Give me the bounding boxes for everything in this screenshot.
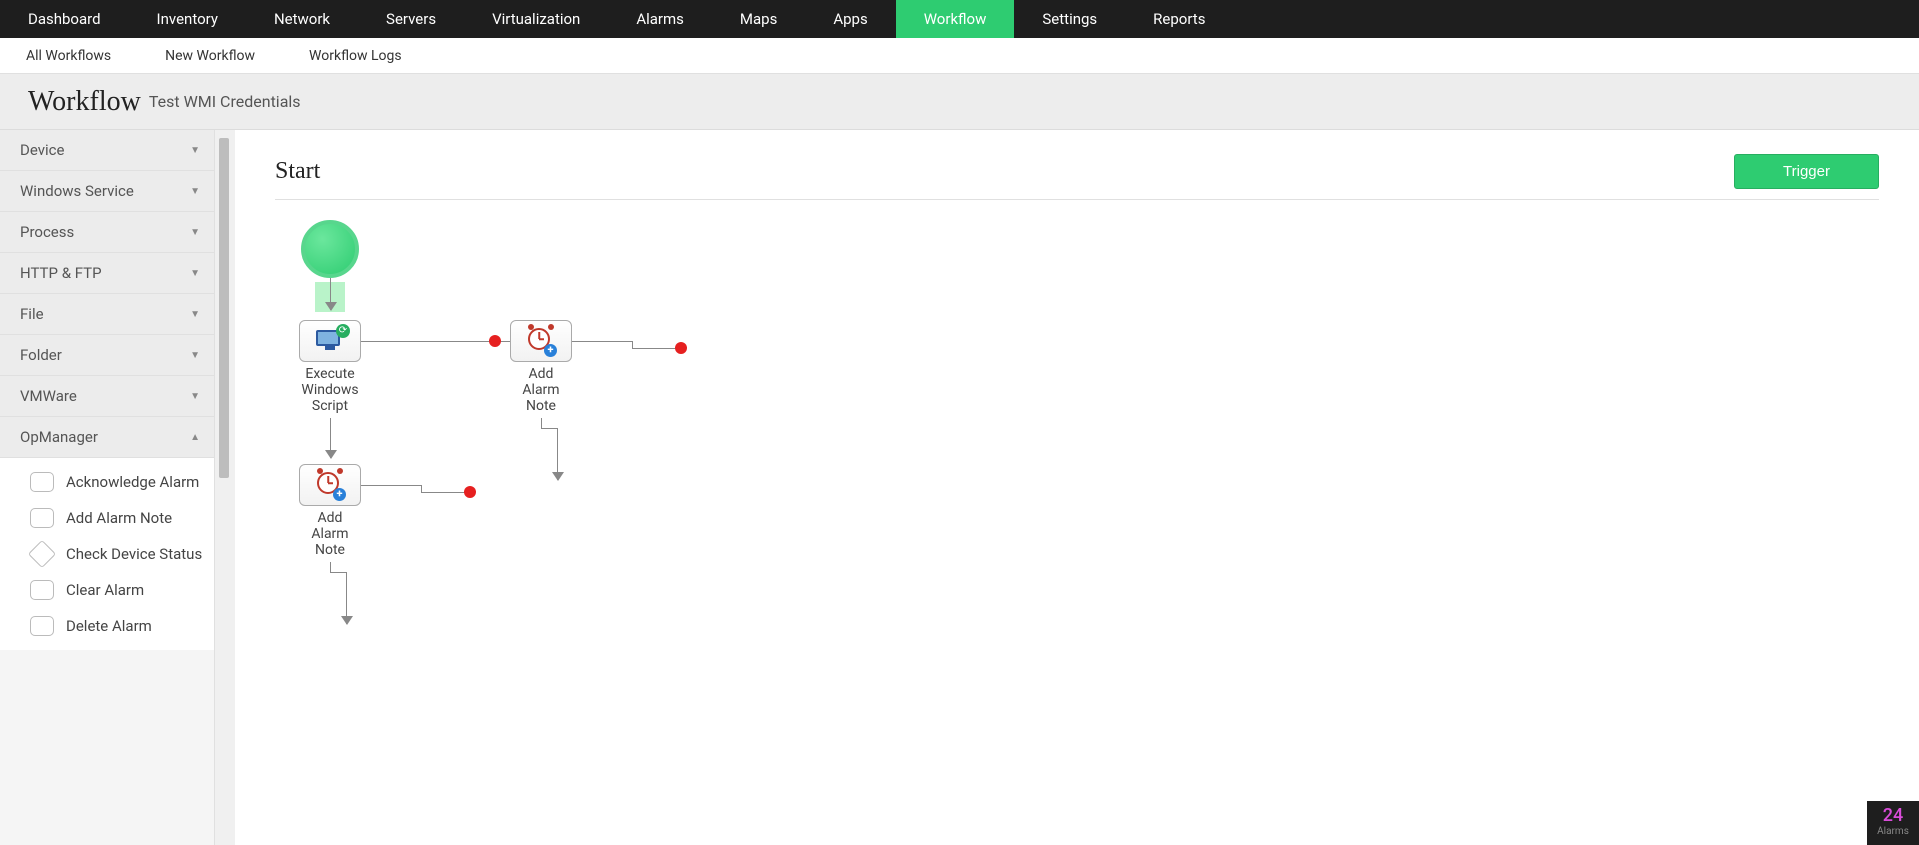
sidebar-section-opmanager-body: Acknowledge Alarm Add Alarm Note Check D… xyxy=(0,458,214,650)
nav-reports[interactable]: Reports xyxy=(1125,0,1233,38)
op-item-label: Check Device Status xyxy=(66,545,202,563)
sidebar-section-label: OpManager xyxy=(20,428,98,446)
top-nav: Dashboard Inventory Network Servers Virt… xyxy=(0,0,1919,38)
sidebar-section-label: Process xyxy=(20,223,74,241)
connector-line xyxy=(361,341,510,342)
connector-line xyxy=(572,341,632,342)
sidebar-section-device[interactable]: Device ▼ xyxy=(0,130,214,171)
nav-inventory[interactable]: Inventory xyxy=(129,0,246,38)
title-bar: Workflow Test WMI Credentials xyxy=(0,74,1919,130)
node-label: Execute Windows Script xyxy=(299,366,361,414)
node-execute-windows-script[interactable]: ⟳ Execute Windows Script xyxy=(299,320,361,414)
chevron-up-icon: ▲ xyxy=(190,432,200,443)
sidebar-section-vmware[interactable]: VMWare ▼ xyxy=(0,376,214,417)
node-box: + xyxy=(299,464,361,506)
connector-line xyxy=(632,348,680,349)
alarm-count: 24 xyxy=(1867,805,1919,826)
sidebar: Device ▼ Windows Service ▼ Process ▼ HTT… xyxy=(0,130,215,845)
connector-line xyxy=(632,341,633,349)
node-add-alarm-note-bottom[interactable]: + Add Alarm Note xyxy=(299,464,361,558)
alarm-clock-plus-icon: + xyxy=(317,472,343,498)
alarm-badge-label: Alarms xyxy=(1867,826,1919,837)
chevron-down-icon: ▼ xyxy=(190,268,200,279)
sub-nav: All Workflows New Workflow Workflow Logs xyxy=(0,38,1919,74)
chevron-down-icon: ▼ xyxy=(190,350,200,361)
op-item-delete-alarm[interactable]: Delete Alarm xyxy=(0,608,214,644)
sidebar-wrap: Device ▼ Windows Service ▼ Process ▼ HTT… xyxy=(0,130,235,845)
sidebar-section-label: Windows Service xyxy=(20,182,134,200)
op-item-label: Clear Alarm xyxy=(66,581,144,599)
node-label: Add Alarm Note xyxy=(299,510,361,558)
alarm-badge[interactable]: 24 Alarms xyxy=(1867,801,1919,845)
trigger-button[interactable]: Trigger xyxy=(1734,154,1879,189)
op-item-acknowledge-alarm[interactable]: Acknowledge Alarm xyxy=(0,464,214,500)
node-box: + xyxy=(510,320,572,362)
sidebar-section-label: File xyxy=(20,305,44,323)
flowchart-area[interactable]: ⟳ Execute Windows Script + Add Alarm Not… xyxy=(275,220,1879,740)
op-item-label: Delete Alarm xyxy=(66,617,152,635)
monitor-icon: ⟳ xyxy=(316,330,344,352)
chevron-down-icon: ▼ xyxy=(190,391,200,402)
sidebar-scrollbar-thumb[interactable] xyxy=(219,138,229,478)
connector-line xyxy=(361,485,421,486)
rect-shape-icon xyxy=(30,616,54,636)
sidebar-section-label: VMWare xyxy=(20,387,77,405)
nav-apps[interactable]: Apps xyxy=(805,0,895,38)
sidebar-section-process[interactable]: Process ▼ xyxy=(0,212,214,253)
rect-shape-icon xyxy=(30,472,54,492)
connector-line xyxy=(541,418,542,428)
sidebar-section-label: HTTP & FTP xyxy=(20,264,102,282)
node-box: ⟳ xyxy=(299,320,361,362)
sidebar-scrollbar[interactable] xyxy=(215,130,235,845)
canvas-header: Start Trigger xyxy=(275,154,1879,200)
op-item-add-alarm-note[interactable]: Add Alarm Note xyxy=(0,500,214,536)
failure-endpoint-icon[interactable] xyxy=(489,335,501,347)
nav-network[interactable]: Network xyxy=(246,0,358,38)
main-area: Device ▼ Windows Service ▼ Process ▼ HTT… xyxy=(0,130,1919,845)
connector-line xyxy=(421,485,422,493)
sidebar-section-windows-service[interactable]: Windows Service ▼ xyxy=(0,171,214,212)
node-label: Add Alarm Note xyxy=(510,366,572,414)
op-item-check-device-status[interactable]: Check Device Status xyxy=(0,536,214,572)
nav-alarms[interactable]: Alarms xyxy=(608,0,712,38)
sidebar-section-http-ftp[interactable]: HTTP & FTP ▼ xyxy=(0,253,214,294)
subnav-new-workflow[interactable]: New Workflow xyxy=(165,48,255,64)
connector-line xyxy=(330,562,331,572)
failure-endpoint-icon[interactable] xyxy=(464,486,476,498)
op-item-label: Add Alarm Note xyxy=(66,509,172,527)
chevron-down-icon: ▼ xyxy=(190,309,200,320)
alarm-clock-plus-icon: + xyxy=(528,328,554,354)
connector-line xyxy=(541,428,557,429)
start-node[interactable] xyxy=(301,220,359,278)
nav-maps[interactable]: Maps xyxy=(712,0,805,38)
nav-settings[interactable]: Settings xyxy=(1014,0,1125,38)
connector-line xyxy=(421,492,469,493)
sidebar-section-label: Folder xyxy=(20,346,62,364)
sidebar-section-folder[interactable]: Folder ▼ xyxy=(0,335,214,376)
chevron-down-icon: ▼ xyxy=(190,186,200,197)
op-item-clear-alarm[interactable]: Clear Alarm xyxy=(0,572,214,608)
workflow-canvas: Start Trigger ⟳ Execute Windows Script xyxy=(235,130,1919,845)
chevron-down-icon: ▼ xyxy=(190,145,200,156)
nav-servers[interactable]: Servers xyxy=(358,0,464,38)
node-add-alarm-note-top[interactable]: + Add Alarm Note xyxy=(510,320,572,414)
op-item-label: Acknowledge Alarm xyxy=(66,473,199,491)
diamond-shape-icon xyxy=(28,540,56,568)
canvas-title: Start xyxy=(275,158,320,185)
subnav-workflow-logs[interactable]: Workflow Logs xyxy=(309,48,402,64)
rect-shape-icon xyxy=(30,508,54,528)
nav-dashboard[interactable]: Dashboard xyxy=(0,0,129,38)
chevron-down-icon: ▼ xyxy=(190,227,200,238)
failure-endpoint-icon[interactable] xyxy=(675,342,687,354)
page-subtitle: Test WMI Credentials xyxy=(149,92,301,111)
nav-virtualization[interactable]: Virtualization xyxy=(464,0,608,38)
subnav-all-workflows[interactable]: All Workflows xyxy=(26,48,111,64)
page-title: Workflow xyxy=(28,86,141,118)
sidebar-section-file[interactable]: File ▼ xyxy=(0,294,214,335)
sidebar-section-label: Device xyxy=(20,141,64,159)
connector-line xyxy=(330,572,346,573)
nav-workflow[interactable]: Workflow xyxy=(896,0,1015,38)
sidebar-section-opmanager[interactable]: OpManager ▲ xyxy=(0,417,214,458)
rect-shape-icon xyxy=(30,580,54,600)
